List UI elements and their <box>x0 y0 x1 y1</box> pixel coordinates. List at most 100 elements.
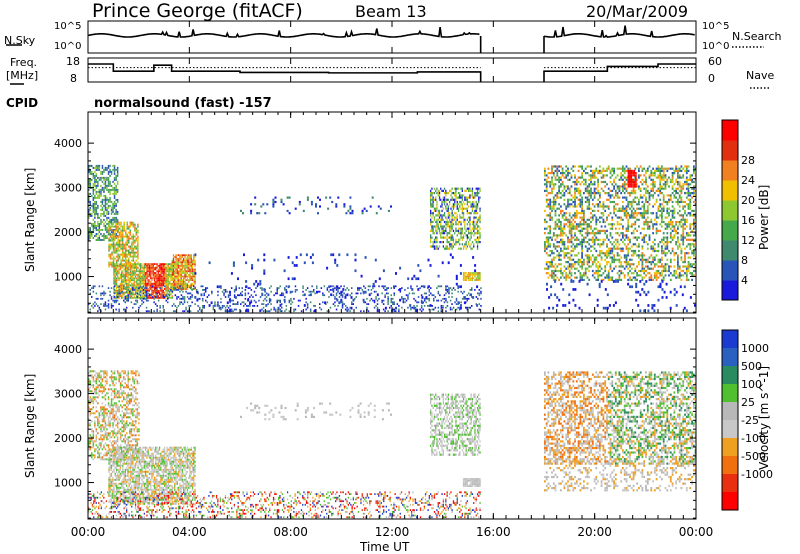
range-cell <box>180 279 182 281</box>
range-cell <box>552 272 555 275</box>
range-cell <box>121 237 124 240</box>
range-cell <box>579 189 582 192</box>
range-cell <box>152 266 154 269</box>
range-cell <box>103 182 105 185</box>
range-cell <box>643 258 646 261</box>
range-cell <box>597 185 599 188</box>
range-cell <box>570 234 573 237</box>
range-cell <box>133 272 135 274</box>
range-cell <box>459 243 461 246</box>
range-cell <box>643 227 646 230</box>
range-cell <box>476 273 479 276</box>
range-cell <box>123 291 125 294</box>
range-cell <box>141 265 143 267</box>
range-cell <box>232 261 235 265</box>
range-cell <box>469 306 471 309</box>
range-cell <box>641 245 644 248</box>
range-cell <box>623 261 626 264</box>
range-cell <box>623 207 626 210</box>
range-cell <box>630 267 633 270</box>
range-cell <box>162 291 164 294</box>
range-cell <box>583 241 585 244</box>
range-cell <box>137 229 139 232</box>
range-cell <box>430 214 432 217</box>
range-cell <box>153 295 156 297</box>
range-cell <box>632 249 635 253</box>
range-cell <box>190 277 192 280</box>
range-cell <box>558 176 560 179</box>
range-cell <box>113 176 116 179</box>
range-cell <box>413 274 416 278</box>
range-cell <box>311 290 313 293</box>
range-cell <box>142 295 144 297</box>
range-cell <box>641 183 644 186</box>
range-cell <box>581 172 583 175</box>
range-cell <box>476 243 479 246</box>
range-cell <box>299 299 301 302</box>
range-cell <box>254 203 257 206</box>
range-cell <box>123 253 125 256</box>
range-cell <box>172 273 175 276</box>
range-cell <box>214 301 216 304</box>
range-cell <box>118 235 121 238</box>
range-cell <box>181 259 183 262</box>
range-cell <box>568 229 571 232</box>
range-cell <box>133 268 135 271</box>
range-cell <box>120 273 123 276</box>
range-cell <box>632 236 635 239</box>
range-cell <box>107 170 110 173</box>
range-cell <box>223 289 225 291</box>
range-cell <box>132 282 134 285</box>
range-cell <box>141 293 143 296</box>
range-cell <box>153 288 156 290</box>
range-cell <box>156 279 158 281</box>
range-cell <box>476 227 479 230</box>
range-cell <box>565 218 568 221</box>
range-cell <box>117 284 119 287</box>
range-cell <box>286 209 289 212</box>
range-cell <box>97 214 99 217</box>
range-cell <box>558 196 560 199</box>
range-cell <box>113 285 116 288</box>
range-cell <box>443 229 446 232</box>
range-cell <box>232 303 234 305</box>
range-cell <box>167 273 170 276</box>
range-cell <box>92 227 95 229</box>
range-cell <box>623 212 626 215</box>
range-cell <box>575 245 578 248</box>
range-cell <box>238 294 240 297</box>
range-cell <box>599 263 601 266</box>
range-cell <box>375 290 377 293</box>
range-cell <box>581 209 583 212</box>
range-cell <box>155 266 157 269</box>
range-cell <box>328 285 331 289</box>
range-cell <box>91 296 93 298</box>
range-cell <box>137 266 139 269</box>
range-cell <box>634 209 637 212</box>
range-cell <box>165 294 167 297</box>
range-cell <box>466 212 468 215</box>
range-cell <box>113 186 116 189</box>
range-cell <box>146 282 148 285</box>
range-cell <box>437 299 440 302</box>
range-cell <box>264 290 266 293</box>
range-cell <box>606 216 608 219</box>
range-cell <box>387 310 389 313</box>
range-cell <box>128 288 130 290</box>
range-cell <box>427 297 429 300</box>
range-cell <box>636 278 638 281</box>
range-cell <box>618 258 621 261</box>
range-cell <box>376 299 379 302</box>
range-cell <box>556 265 559 268</box>
range-cell <box>285 290 288 294</box>
range-cell <box>584 241 587 244</box>
range-cell <box>109 192 111 195</box>
range-cell <box>133 273 135 276</box>
range-cell <box>115 237 117 239</box>
range-cell <box>208 304 211 307</box>
range-cell <box>470 243 472 246</box>
range-cell <box>103 235 105 237</box>
range-cell <box>123 255 125 258</box>
range-cell <box>88 229 90 231</box>
range-cell <box>113 296 116 298</box>
